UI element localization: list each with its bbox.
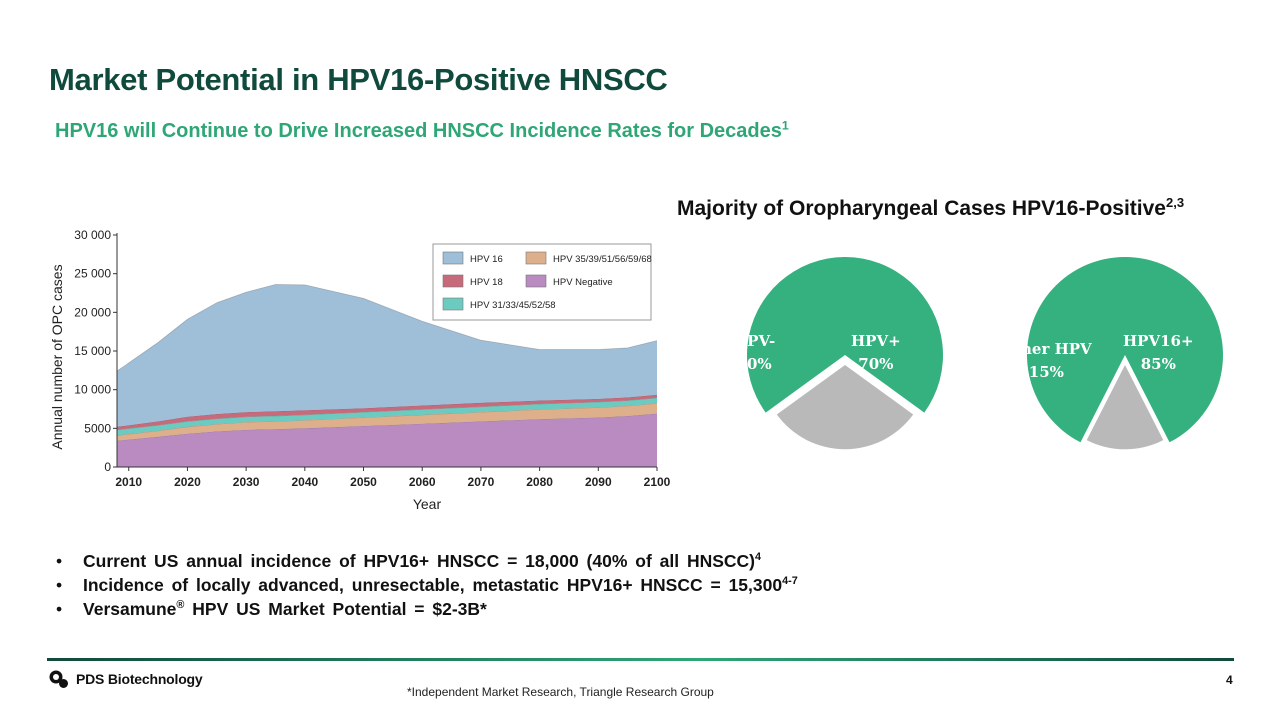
hpv-status-pie: HPV- 30% HPV+ 70%	[715, 250, 945, 460]
area-edge-hpv-31-33-45-52-58	[116, 397, 658, 431]
area-series-group	[116, 284, 658, 467]
y-tick-label: 20 000	[74, 305, 111, 319]
area-hpv-31-33-45-52-58	[117, 397, 657, 436]
bullet-reference: 4-7	[782, 575, 798, 588]
x-axis-title: Year	[413, 496, 442, 512]
opc-cases-area-chart: 0 5000 10 000 15 000 20 000 25 000 30 000 2010 2…	[49, 228, 671, 512]
x-tick-label: 2040	[291, 475, 318, 489]
pie-slice-hpv-positive	[747, 257, 943, 413]
x-tick-label: 2030	[233, 475, 260, 489]
pie-label-hpv-positive: HPV+ 70%	[851, 330, 901, 375]
chart-legend: HPV 16 HPV 35/39/51/56/59/68 HPV 18 HPV Neg…	[432, 243, 652, 321]
key-points-list: Current US annual incidence of HPV16+ HN…	[56, 549, 798, 621]
footnote: *Independent Market Research, Triangle R…	[407, 685, 714, 699]
slice-percent: 70%	[858, 354, 894, 373]
chart-axes: 0 5000 10 000 15 000 20 000 25 000 30 000 2010 2…	[49, 228, 671, 512]
slice-percent: 15%	[1028, 362, 1064, 381]
legend-swatch	[442, 297, 464, 311]
bullet-advanced-incidence: Incidence of locally advanced, unresecta…	[56, 573, 798, 597]
y-axis-title: Annual number of OPC cases	[49, 264, 65, 449]
area-hpv-negative	[117, 413, 657, 467]
legend-label: HPV 16	[470, 254, 503, 265]
subtitle-reference: 1	[781, 118, 789, 133]
legend-swatch	[525, 274, 547, 288]
x-tick-label: 2050	[350, 475, 377, 489]
hpv-status-pie-svg	[747, 257, 943, 450]
slice-label: HPV-	[733, 332, 776, 350]
y-tick-label: 25 000	[74, 267, 111, 281]
bullet-market-potential: Versamune® HPV US Market Potential = $2-…	[56, 597, 798, 621]
pie-slice-other-hpv	[1086, 365, 1164, 450]
x-tick-label: 2010	[115, 475, 142, 489]
pie-heading: Majority of Oropharyngeal Cases HPV16-Po…	[677, 195, 1185, 221]
x-tick-label: 2060	[409, 475, 436, 489]
pie-label-hpv-negative: HPV- 30%	[733, 330, 775, 375]
slice-percent: 85%	[1140, 354, 1176, 373]
legend-label: HPV 18	[470, 277, 503, 288]
legend-swatch	[442, 274, 464, 288]
x-tick-label: 2070	[468, 475, 495, 489]
slice-label: Other HPV	[1001, 340, 1092, 358]
x-tick-label: 2100	[644, 475, 671, 489]
x-tick-label: 2090	[585, 475, 612, 489]
legend-swatch	[525, 251, 547, 265]
x-tick-label: 2020	[174, 475, 201, 489]
pie-label-other-hpv: Other HPV 15%	[1001, 338, 1092, 383]
legend-label: HPV Negative	[553, 277, 613, 288]
y-tick-label: 10 000	[74, 383, 111, 397]
pie-slice-hpv16-positive	[1027, 256, 1223, 443]
pie-heading-text: Majority of Oropharyngeal Cases HPV16-Po…	[677, 197, 1166, 220]
y-tick-label: 0	[104, 460, 111, 474]
y-tick-label: 15 000	[74, 344, 111, 358]
y-tick-label: 5000	[84, 421, 111, 435]
slice-label: HPV+	[851, 332, 901, 350]
slice-percent: 30%	[736, 354, 772, 373]
pie-heading-reference: 2,3	[1166, 195, 1185, 210]
page-number: 4	[1226, 673, 1233, 687]
company-logo: PDS Biotechnology	[48, 669, 203, 689]
page-subtitle: HPV16 will Continue to Drive Increased H…	[55, 118, 789, 143]
footer-divider	[47, 658, 1234, 661]
pie-label-hpv16-positive: HPV16+ 85%	[1123, 330, 1194, 375]
registered-mark: ®	[176, 599, 185, 612]
legend-swatch	[442, 251, 464, 265]
pie-slice-hpv-negative	[776, 365, 914, 450]
subtitle-text: HPV16 will Continue to Drive Increased H…	[55, 120, 782, 142]
legend-label: HPV 35/39/51/56/59/68	[553, 254, 652, 265]
legend-label: HPV 31/33/45/52/58	[470, 300, 556, 311]
area-hpv-35-39-51-56-59-68	[117, 403, 657, 441]
bullet-us-incidence: Current US annual incidence of HPV16+ HN…	[56, 549, 798, 573]
area-hpv-16	[117, 284, 657, 427]
pds-logo-icon	[49, 670, 68, 688]
page-title: Market Potential in HPV16-Positive HNSCC	[49, 62, 668, 97]
area-hpv-18	[117, 394, 657, 430]
hpv16-share-pie-svg	[1027, 256, 1223, 450]
company-name: PDS Biotechnology	[76, 671, 203, 687]
hpv16-share-pie: Other HPV 15% HPV16+ 85%	[995, 250, 1225, 460]
bullet-reference: 4	[755, 551, 762, 564]
x-tick-label: 2080	[526, 475, 553, 489]
slice-label: HPV16+	[1123, 332, 1194, 350]
y-tick-label: 30 000	[74, 228, 111, 242]
area-edge-hpv-16	[116, 284, 658, 372]
area-edge-hpv-35-39-51-56-59-68	[116, 402, 658, 436]
